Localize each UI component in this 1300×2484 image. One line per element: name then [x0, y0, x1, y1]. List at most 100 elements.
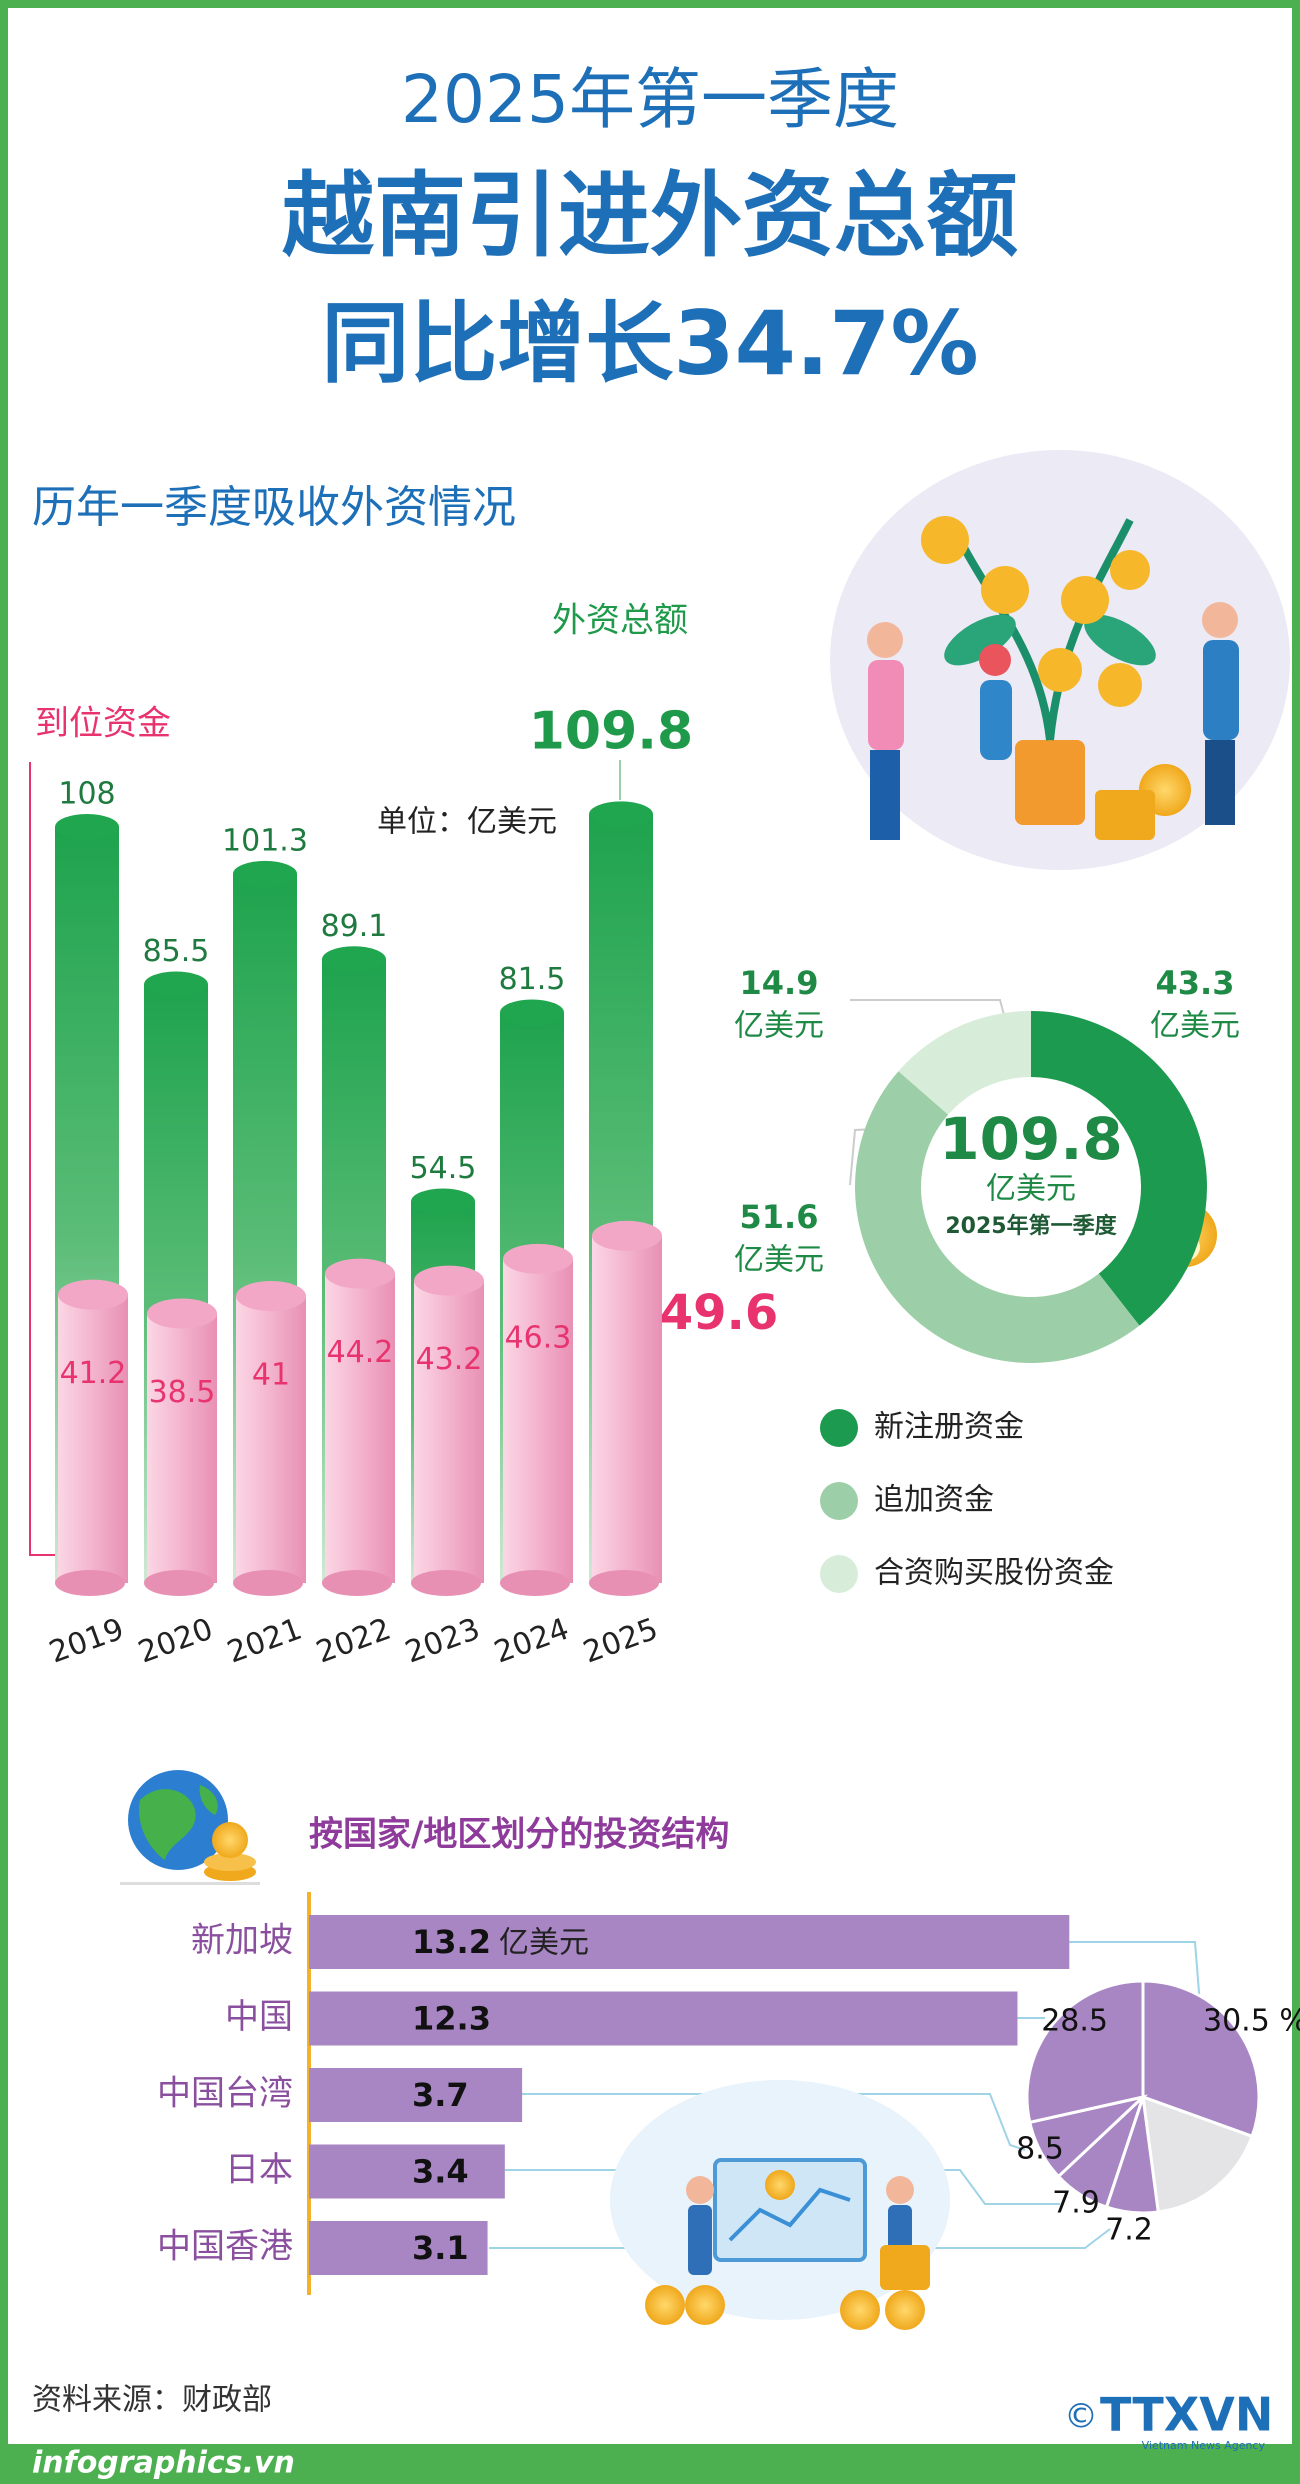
- y-tick-label: 新加坡: [191, 1921, 293, 1961]
- value-label: 14.9: [740, 964, 819, 1002]
- value-label: 108: [58, 777, 115, 812]
- x-tick-label: 2019: [45, 1612, 129, 1671]
- legend-label: 外资总额: [552, 601, 688, 641]
- header-period: 2025年第一季度: [401, 61, 899, 138]
- y-tick-label: 日本: [225, 2150, 293, 2190]
- bar-top: [503, 1243, 573, 1274]
- y-tick-label: 中国香港: [157, 2227, 293, 2267]
- logo: TTXVN: [1100, 2388, 1273, 2442]
- site: infographics.vn: [32, 2446, 295, 2481]
- unit-label: 亿美元: [1150, 1009, 1240, 1044]
- value-label: 54.5: [410, 1151, 477, 1186]
- globe-icon: [120, 1770, 260, 1885]
- value-label: 38.5: [149, 1375, 216, 1410]
- bar: [592, 1235, 662, 1583]
- donut-slice: [1031, 1011, 1207, 1326]
- bar-bottom: [55, 1570, 125, 1596]
- bar-top: [592, 1220, 662, 1251]
- bar: [147, 1313, 217, 1583]
- header-title: 越南引进外资总额: [282, 162, 1018, 269]
- legend-swatch: [820, 1555, 858, 1593]
- unit-label: 亿美元: [499, 1926, 589, 1961]
- value-label: 89.1: [321, 909, 388, 944]
- footer-band: [0, 2444, 1300, 2484]
- value-label: 49.6: [660, 1285, 778, 1341]
- chart-title: 按国家/地区划分的投资结构: [309, 1815, 729, 1855]
- center-value: 109.8: [939, 1105, 1122, 1173]
- x-tick-label: 2022: [312, 1612, 396, 1671]
- center-label: 2025年第一季度: [945, 1213, 1117, 1239]
- bar-bottom: [589, 1570, 659, 1596]
- bar-top: [233, 860, 297, 887]
- value-label: 8.5: [1016, 2132, 1064, 2167]
- bar-top: [58, 1279, 128, 1310]
- legend-label: 合资购买股份资金: [874, 1556, 1114, 1591]
- unit-label: 亿美元: [734, 1009, 824, 1044]
- unit-label: 亿美元: [734, 1243, 824, 1278]
- value-label: 81.5: [499, 962, 566, 997]
- bar-top: [411, 1188, 475, 1215]
- x-tick-label: 2025: [579, 1612, 663, 1671]
- value-label: 13.2: [412, 1923, 491, 1961]
- value-label: 7.2: [1105, 2213, 1153, 2248]
- value-label: 44.2: [327, 1335, 394, 1370]
- bar: [236, 1296, 306, 1583]
- legend-label: 新注册资金: [874, 1410, 1024, 1445]
- bar: [414, 1280, 484, 1583]
- bar-top: [144, 971, 208, 998]
- legend-label: 到位资金: [35, 704, 171, 744]
- value-label: 12.3: [412, 2000, 491, 2038]
- bar-bottom: [233, 1570, 303, 1596]
- x-tick-label: 2021: [223, 1612, 307, 1671]
- bar-top: [414, 1265, 484, 1296]
- value-label: 43.2: [416, 1342, 483, 1377]
- illustration-growth: [830, 450, 1290, 870]
- bar-top: [322, 946, 386, 973]
- agency: Vietnam News Agency: [1142, 2439, 1266, 2452]
- y-tick-label: 中国台湾: [157, 2074, 293, 2114]
- bar: [503, 1258, 573, 1583]
- bar: [309, 1991, 1018, 2046]
- bar-top: [589, 801, 653, 828]
- copyright: ©: [1064, 2397, 1098, 2437]
- bar-top: [500, 999, 564, 1026]
- donut-slice: [854, 1071, 1140, 1364]
- y-tick-label: 中国: [225, 1997, 293, 2037]
- pie-slice: [1025, 1979, 1145, 2125]
- bar-bottom: [322, 1570, 392, 1596]
- bar-bottom: [411, 1570, 481, 1596]
- illustration-trading: [610, 2080, 950, 2330]
- chart-title: 历年一季度吸收外资情况: [32, 482, 516, 533]
- center-unit: 亿美元: [986, 1172, 1076, 1207]
- source: 资料来源：财政部: [32, 2383, 272, 2418]
- header-subtitle: 同比增长34.7%: [321, 292, 978, 395]
- value-label: 7.9: [1052, 2186, 1100, 2221]
- value-label: 43.3: [1156, 964, 1235, 1002]
- value-label: 3.7: [412, 2076, 469, 2114]
- value-label: 3.1: [412, 2229, 469, 2267]
- value-label: 109.8: [529, 701, 693, 761]
- bar: [309, 2068, 523, 2122]
- x-tick-label: 2023: [401, 1612, 485, 1671]
- value-label: 101.3: [222, 823, 308, 858]
- value-label: 85.5: [143, 934, 210, 969]
- legend-swatch: [820, 1482, 858, 1520]
- bar: [309, 1915, 1070, 1969]
- bar: [309, 2144, 505, 2199]
- x-tick-label: 2020: [134, 1612, 218, 1671]
- bar-top: [325, 1258, 395, 1289]
- legend-swatch: [820, 1409, 858, 1447]
- bar-bottom: [144, 1570, 214, 1596]
- legend-label: 追加资金: [874, 1483, 994, 1518]
- donut-slice: [898, 1011, 1031, 1115]
- pie-slice: [1141, 2094, 1255, 2214]
- pie-slice: [1141, 1979, 1261, 2139]
- value-label: 41: [252, 1358, 290, 1393]
- bar: [58, 1294, 128, 1583]
- bar-top: [236, 1281, 306, 1311]
- value-label: 3.4: [412, 2153, 469, 2191]
- unit-label: 单位：亿美元: [377, 805, 557, 840]
- bar: [309, 2221, 488, 2275]
